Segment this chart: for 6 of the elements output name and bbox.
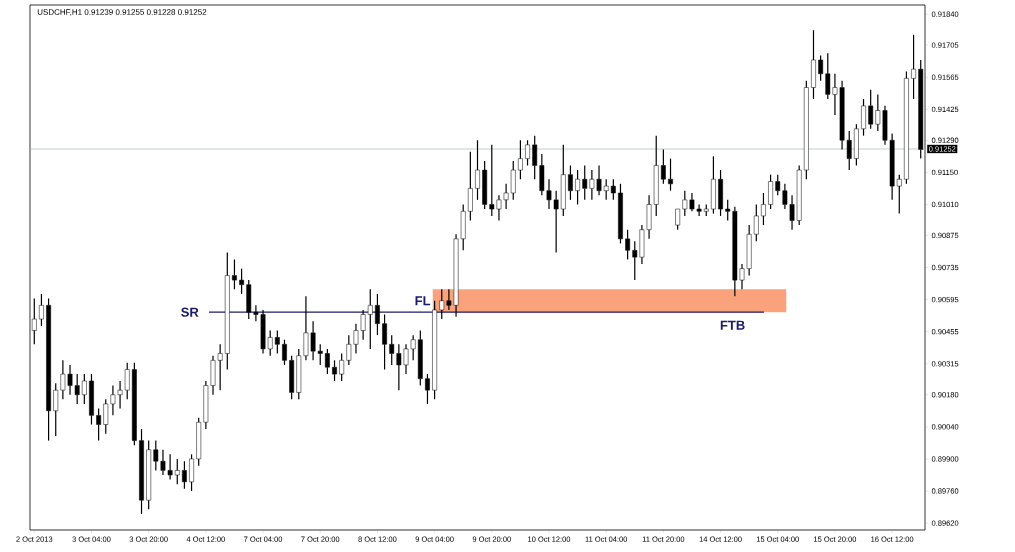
candlestick <box>911 34 916 100</box>
annotation: FTB <box>720 320 745 330</box>
chart-title: USDCHF,H1 0.91239 0.91255 0.91228 0.91252 <box>37 9 207 16</box>
band-label: FL <box>415 296 431 306</box>
ref-line-label: SR <box>181 307 199 317</box>
candlestick <box>382 313 387 371</box>
